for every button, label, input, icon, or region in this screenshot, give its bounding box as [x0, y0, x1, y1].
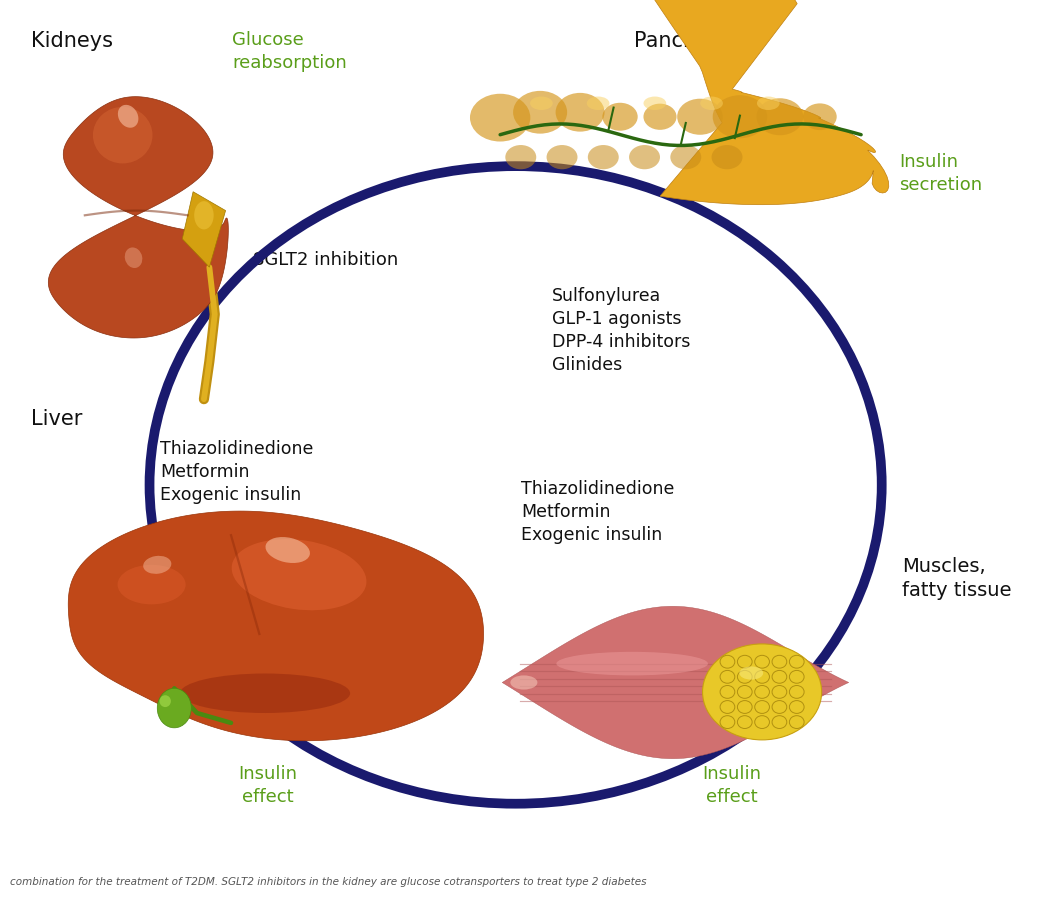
Polygon shape: [502, 606, 849, 759]
Ellipse shape: [118, 105, 138, 128]
Ellipse shape: [712, 95, 768, 138]
Ellipse shape: [125, 248, 142, 268]
Polygon shape: [182, 192, 226, 268]
Ellipse shape: [803, 103, 837, 130]
Text: Thiazolidinedione
Metformin
Exogenic insulin: Thiazolidinedione Metformin Exogenic ins…: [160, 440, 313, 504]
Text: combination for the treatment of T2DM. SGLT2 inhibitors in the kidney are glucos: combination for the treatment of T2DM. S…: [10, 877, 647, 887]
Text: Kidneys: Kidneys: [31, 31, 113, 51]
Ellipse shape: [588, 145, 619, 170]
Ellipse shape: [677, 99, 723, 135]
Ellipse shape: [644, 96, 667, 110]
Polygon shape: [69, 511, 484, 741]
Ellipse shape: [711, 145, 743, 170]
Text: Thiazolidinedione
Metformin
Exogenic insulin: Thiazolidinedione Metformin Exogenic ins…: [521, 480, 674, 544]
Text: Pancreas: Pancreas: [634, 31, 728, 51]
Ellipse shape: [194, 201, 213, 230]
Ellipse shape: [144, 556, 172, 574]
Ellipse shape: [629, 145, 660, 170]
Text: Liver: Liver: [31, 409, 82, 428]
Ellipse shape: [739, 666, 763, 680]
Text: SGLT2 inhibition: SGLT2 inhibition: [253, 251, 398, 269]
Ellipse shape: [547, 145, 577, 170]
Ellipse shape: [671, 145, 701, 170]
Ellipse shape: [118, 565, 185, 604]
Polygon shape: [596, 0, 889, 205]
Ellipse shape: [505, 145, 537, 170]
Ellipse shape: [700, 96, 723, 110]
Ellipse shape: [555, 92, 604, 132]
Ellipse shape: [265, 537, 310, 563]
Text: Insulin
effect: Insulin effect: [703, 765, 761, 806]
Ellipse shape: [644, 103, 677, 130]
Text: Insulin
secretion: Insulin secretion: [900, 153, 983, 194]
Ellipse shape: [587, 96, 609, 110]
Ellipse shape: [757, 96, 780, 110]
Ellipse shape: [530, 96, 552, 110]
Ellipse shape: [756, 98, 803, 136]
Ellipse shape: [93, 107, 153, 163]
Ellipse shape: [470, 93, 530, 142]
Text: Sulfonylurea
GLP-1 agonists
DPP-4 inhibitors
Glinides: Sulfonylurea GLP-1 agonists DPP-4 inhibi…: [551, 287, 691, 374]
Ellipse shape: [157, 688, 191, 727]
Text: Muscles,
fatty tissue: Muscles, fatty tissue: [903, 557, 1012, 600]
Text: Insulin
effect: Insulin effect: [238, 765, 297, 806]
Ellipse shape: [513, 91, 567, 134]
Ellipse shape: [232, 539, 366, 611]
Ellipse shape: [556, 652, 708, 675]
Ellipse shape: [703, 644, 822, 740]
Ellipse shape: [180, 674, 350, 713]
Text: Glucose
reabsorption: Glucose reabsorption: [232, 31, 346, 73]
Polygon shape: [48, 97, 229, 338]
Ellipse shape: [159, 695, 171, 707]
Ellipse shape: [511, 675, 538, 690]
Ellipse shape: [602, 102, 638, 131]
